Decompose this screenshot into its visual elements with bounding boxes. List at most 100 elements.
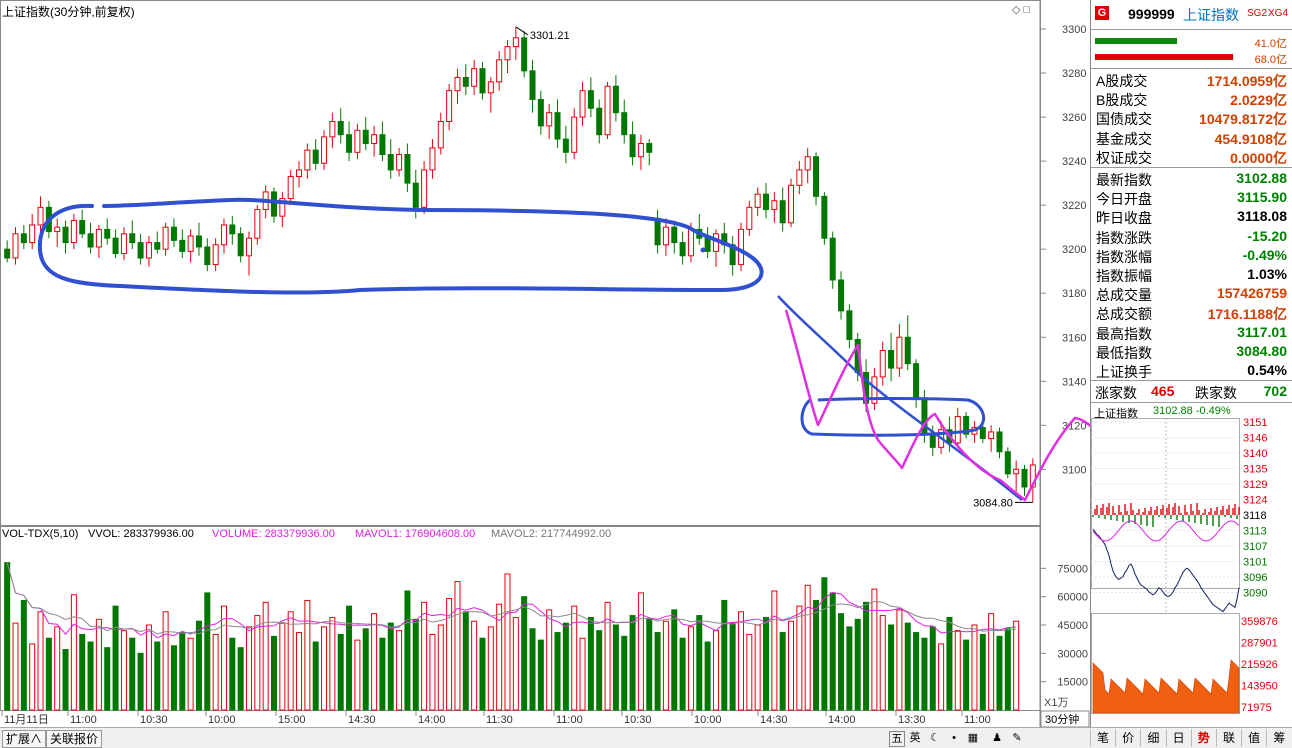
volume-ma-line bbox=[6, 562, 1017, 635]
side-tab[interactable]: 笔 bbox=[1090, 729, 1115, 747]
candle bbox=[20, 224, 27, 250]
volume-bar bbox=[504, 573, 511, 711]
quote-row: 指数振幅 1.03% bbox=[1091, 265, 1292, 284]
candle bbox=[646, 139, 653, 166]
volume-bar bbox=[104, 647, 111, 711]
quote-value: 157426759 bbox=[1216, 285, 1287, 302]
volume-bar bbox=[321, 626, 328, 711]
candle bbox=[421, 161, 428, 214]
volume-bar bbox=[212, 633, 219, 711]
volume-bar bbox=[537, 639, 544, 711]
volume-bar bbox=[904, 622, 911, 711]
quote-label: 最高指数 bbox=[1096, 325, 1152, 342]
five-icon[interactable]: 五 bbox=[889, 731, 905, 747]
quote-label: 指数振幅 bbox=[1096, 268, 1152, 284]
volume-bar bbox=[229, 637, 236, 711]
window-controls[interactable]: ◇ □ bbox=[1012, 4, 1031, 16]
candle bbox=[62, 220, 69, 254]
stock-name: 上证指数 bbox=[1183, 7, 1239, 23]
side-tab[interactable]: 价 bbox=[1115, 729, 1140, 747]
volume-bar bbox=[421, 601, 428, 711]
quote-label: 最新指数 bbox=[1096, 172, 1152, 188]
group-badge[interactable]: G bbox=[1095, 6, 1109, 20]
english-icon[interactable]: 英 bbox=[909, 732, 921, 744]
kline-chart[interactable]: 3300 3280 3260 3240 3220 3200 3180 3160 3140 3120… bbox=[0, 0, 1090, 727]
tag-xg[interactable]: XG4 bbox=[1268, 8, 1289, 19]
candle bbox=[729, 235, 736, 276]
candle bbox=[179, 229, 186, 258]
candle bbox=[629, 121, 636, 166]
dot-icon[interactable]: • bbox=[952, 732, 956, 744]
volume-bar bbox=[54, 626, 61, 711]
turnover-label: A股成交 bbox=[1096, 73, 1148, 89]
candle bbox=[396, 147, 403, 177]
candle bbox=[304, 143, 311, 179]
quote-row: 最低指数 3084.80 bbox=[1091, 342, 1292, 361]
side-tab[interactable]: 值 bbox=[1241, 729, 1266, 747]
candle bbox=[462, 64, 469, 96]
volume-bar bbox=[871, 588, 878, 711]
candle bbox=[546, 103, 553, 140]
candle bbox=[537, 90, 544, 135]
intraday-mini-chart[interactable]: 3151 3146 3140 3135 3129 3124 3118 3113 3107 3101… bbox=[1091, 418, 1292, 724]
mini-price-label: 3146 bbox=[1243, 433, 1267, 445]
volume-bar bbox=[804, 584, 811, 711]
volume-bar bbox=[604, 601, 611, 711]
mini-price-label: 3151 bbox=[1243, 418, 1267, 429]
volume-bar bbox=[813, 599, 820, 711]
volume-bar bbox=[279, 622, 286, 711]
candle bbox=[604, 81, 611, 140]
volume-bar bbox=[271, 635, 278, 711]
volume-bar bbox=[529, 628, 536, 711]
candle bbox=[571, 108, 578, 159]
volume-bar bbox=[746, 633, 753, 711]
volume-ma-lines bbox=[6, 562, 1017, 639]
quote-panel: G 999999 上证指数 SG2 XG4 41.0亿 68.0亿 A股成交 17… bbox=[1090, 0, 1292, 747]
volume-bar bbox=[879, 615, 886, 711]
volume-bar bbox=[496, 603, 503, 711]
candle bbox=[788, 178, 795, 228]
price-tick-label: 3100 bbox=[1062, 464, 1086, 476]
candle bbox=[696, 213, 703, 245]
quote-value: 3118.08 bbox=[1237, 208, 1287, 225]
volume-unit-label: X1万 bbox=[1044, 697, 1068, 709]
candle bbox=[679, 231, 686, 265]
user-icon[interactable]: ♟ bbox=[992, 732, 1002, 744]
bottom-toolbar: 扩展∧ 关联报价 五 英 ☾ • ▦ ♟ ✎ 笔价细日势联值筹 bbox=[0, 727, 1292, 748]
candle bbox=[721, 222, 728, 254]
candle bbox=[212, 238, 219, 272]
keyboard-icon[interactable]: ▦ bbox=[967, 732, 979, 744]
time-tick-label: 10:00 bbox=[694, 714, 722, 726]
moon-icon[interactable]: ☾ bbox=[930, 732, 940, 744]
time-tick-label: 11:30 bbox=[486, 714, 513, 726]
side-tab[interactable]: 日 bbox=[1165, 729, 1191, 747]
tab-expand[interactable]: 扩展∧ bbox=[2, 730, 47, 748]
volume-bar bbox=[913, 632, 920, 711]
turnover-value: 1714.0959亿 bbox=[1206, 73, 1287, 89]
wrench-icon[interactable]: ✎ bbox=[1012, 732, 1022, 744]
volume-bar bbox=[254, 615, 261, 711]
low-label: 3084.80 bbox=[973, 497, 1013, 509]
side-tab[interactable]: 联 bbox=[1216, 729, 1241, 747]
candle bbox=[521, 31, 528, 78]
candle bbox=[904, 315, 911, 371]
volume-bar bbox=[696, 615, 703, 711]
tab-related-quotes[interactable]: 关联报价 bbox=[46, 730, 103, 748]
blue-dot bbox=[700, 247, 706, 253]
candle bbox=[362, 117, 369, 151]
turnover-label: 权证成交 bbox=[1096, 149, 1152, 166]
blue-range-ellipse bbox=[37, 197, 764, 295]
candle bbox=[245, 231, 252, 276]
volume-bar bbox=[796, 605, 803, 711]
side-tab[interactable]: 细 bbox=[1140, 729, 1165, 747]
mini-price-label: 3090 bbox=[1243, 588, 1267, 600]
tag-sg[interactable]: SG2 bbox=[1247, 8, 1268, 19]
volume-bar bbox=[838, 613, 845, 711]
volume-bar bbox=[737, 611, 744, 711]
side-tab[interactable]: 势 bbox=[1190, 729, 1216, 747]
side-tab[interactable]: 筹 bbox=[1266, 729, 1291, 747]
volume-bar bbox=[788, 620, 795, 711]
volume-bar bbox=[162, 611, 169, 711]
mini-price-label: 3118 bbox=[1243, 510, 1267, 522]
price-tick-label: 3140 bbox=[1062, 376, 1086, 388]
